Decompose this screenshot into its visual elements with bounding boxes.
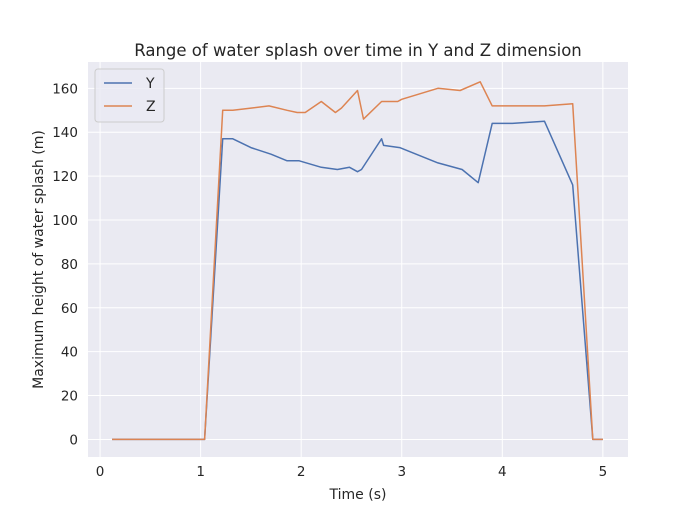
series-lines <box>112 81 603 441</box>
x-tick-labels: 0 1 2 3 4 5 <box>96 464 607 480</box>
chart-title: Range of water splash over time in Y and… <box>134 41 582 60</box>
y-tick-label: 100 <box>52 213 78 229</box>
x-axis-label: Time (s) <box>329 487 387 503</box>
series-line-z <box>112 81 603 441</box>
y-tick-label: 40 <box>61 345 78 361</box>
plot-area <box>88 62 628 457</box>
y-tick-label: 160 <box>52 81 78 97</box>
y-axis-label: Maximum height of water splash (m) <box>31 130 47 389</box>
y-tick-label: 0 <box>69 432 78 448</box>
legend-label-z: Z <box>146 99 156 115</box>
y-tick-label: 60 <box>61 301 78 317</box>
x-tick-label: 5 <box>599 464 608 480</box>
y-tick-label: 80 <box>61 257 78 273</box>
y-tick-label: 120 <box>52 169 78 185</box>
y-tick-labels: 0 20 40 60 80 100 120 140 160 <box>52 81 78 448</box>
series-line-y <box>112 120 603 441</box>
x-tick-label: 2 <box>297 464 306 480</box>
x-tick-label: 0 <box>96 464 105 480</box>
x-tick-label: 1 <box>196 464 205 480</box>
legend: YZ <box>94 68 165 123</box>
legend-label-y: Y <box>145 76 155 92</box>
x-tick-label: 3 <box>397 464 406 480</box>
x-tick-label: 4 <box>498 464 507 480</box>
y-tick-label: 20 <box>61 389 78 405</box>
grid <box>88 62 628 457</box>
y-tick-label: 140 <box>52 125 78 141</box>
